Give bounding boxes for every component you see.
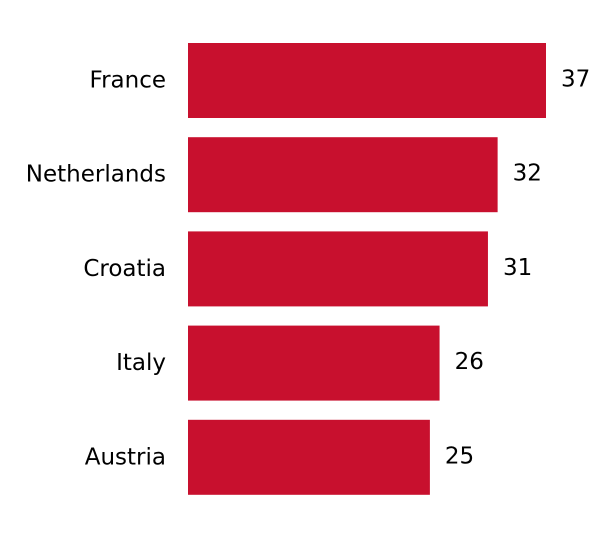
category-label-france: France [90, 68, 166, 94]
bar-italy [188, 325, 440, 401]
category-label-netherlands: Netherlands [26, 162, 166, 188]
category-label-italy: Italy [116, 350, 166, 376]
category-label-austria: Austria [85, 444, 166, 470]
bar-austria [188, 419, 430, 495]
value-label-netherlands: 32 [513, 161, 542, 187]
value-label-italy: 26 [455, 349, 484, 375]
value-label-croatia: 31 [503, 255, 532, 281]
bar-croatia [188, 231, 488, 307]
value-label-austria: 25 [445, 443, 474, 469]
value-label-france: 37 [561, 67, 590, 93]
bar-france [188, 43, 546, 118]
bar-netherlands [188, 137, 498, 213]
category-label-croatia: Croatia [83, 256, 166, 282]
